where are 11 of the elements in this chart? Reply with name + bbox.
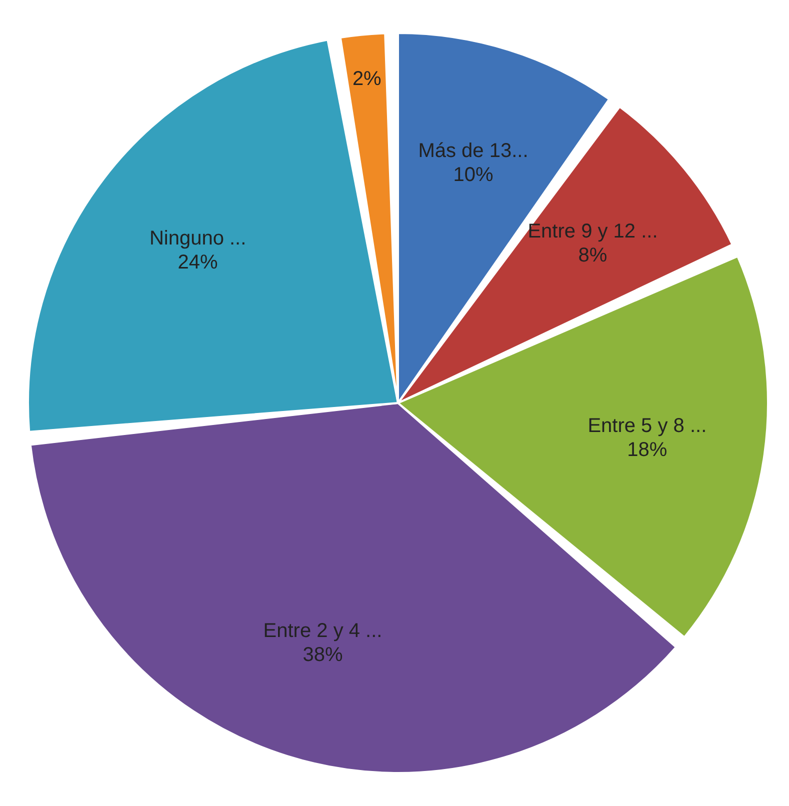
- data-label: 38%: [302, 644, 343, 666]
- slice-label: Más de 13...: [418, 140, 528, 162]
- slice-label: Entre 2 y 4 ...: [263, 620, 382, 642]
- data-label: 18%: [627, 438, 668, 461]
- slice-label: Entre 5 y 8 ...: [588, 414, 707, 437]
- slice-label: Ninguno ...: [149, 228, 246, 250]
- data-label: 8%: [578, 244, 608, 267]
- data-label: 24%: [178, 252, 218, 274]
- data-label: 10%: [453, 164, 494, 186]
- slice-label: Entre 9 y 12 ...: [528, 220, 658, 243]
- data-label: 2%: [352, 68, 382, 90]
